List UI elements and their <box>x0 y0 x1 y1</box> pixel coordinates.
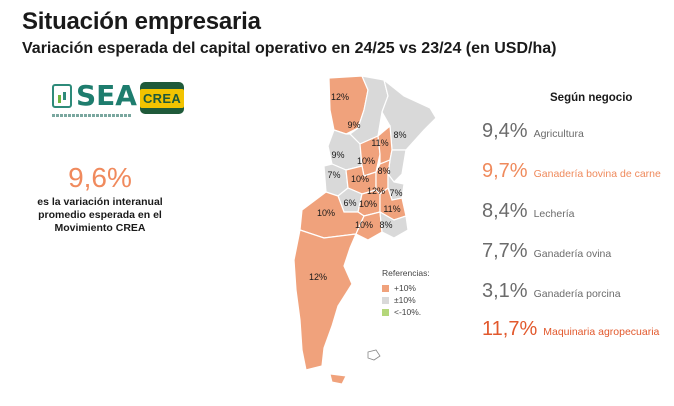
map-legend-item: ±10% <box>382 294 430 306</box>
sea-logo: SEA <box>52 80 137 124</box>
map-region-label: 9% <box>331 150 344 160</box>
region-patagonia <box>293 229 357 371</box>
segment-value: 8,4% <box>482 200 528 222</box>
map-region-label: 7% <box>327 170 340 180</box>
argentina-map-svg: 12%9%8%9%10%11%8%7% 10%12% 7%6% 10% 11%10%10… <box>293 75 437 385</box>
map-region-label: 10% <box>317 208 335 218</box>
map-region-label: 11% <box>371 138 388 148</box>
segment-row: 9,7% Ganadería bovina de carne <box>482 160 661 183</box>
segment-value: 3,1% <box>482 280 528 302</box>
segment-label: Agricultura <box>533 128 584 140</box>
segment-row: 7,7% Ganadería ovina <box>482 240 611 263</box>
sea-logo-tagline <box>52 114 132 117</box>
map-labels: 12%9%8%9%10%11%8%7% 10%12% 7%6% 10% 11%10%10… <box>309 92 407 282</box>
map-region-label: 6% <box>343 198 356 208</box>
map-region-label: 8% <box>393 130 406 140</box>
map-region-label: 10% <box>357 156 375 166</box>
segment-row: 9,4% Agricultura <box>482 120 584 143</box>
region-sudoeste-bsas <box>355 211 383 241</box>
segment-label: Maquinaria agropecuaria <box>543 326 660 338</box>
map-region-label: 11% <box>383 204 400 214</box>
segments-heading: Según negocio <box>550 92 633 104</box>
headline-description: es la variación interanual promedio espe… <box>37 196 163 234</box>
map-region-label: 12% <box>331 92 349 102</box>
map-region-label: 8% <box>379 220 392 230</box>
legend-label: +10% <box>394 283 416 293</box>
map-region-label: 10% <box>359 199 377 209</box>
argentina-map: 12% 9% 8% 9% 10% 11% 8% 7% 10% 12% 7% 6% 10% 11% 10% 10… <box>284 70 444 400</box>
segment-value: 11,7% <box>482 318 538 340</box>
segment-row: 3,1% Ganadería porcina <box>482 280 621 303</box>
map-region-label: 10% <box>355 220 373 230</box>
malvinas-islands <box>367 349 381 361</box>
headline-value: 9,6% <box>68 162 132 193</box>
legend-label: ±10% <box>394 295 416 305</box>
page-subtitle: Variación esperada del capital operativo… <box>22 40 557 57</box>
region-sudeste-bsas <box>379 210 409 239</box>
map-region-label: 9% <box>347 120 360 130</box>
segment-label: Ganadería porcina <box>533 288 621 300</box>
map-region-label: 7% <box>389 188 402 198</box>
crea-logo: CREA <box>139 82 185 114</box>
map-legend-item: <-10%. <box>382 306 430 318</box>
map-region-label: 12% <box>367 186 385 196</box>
segment-row: 11,7% Maquinaria agropecuaria <box>482 318 659 341</box>
segment-value: 7,7% <box>482 240 528 262</box>
legend-swatch-below <box>382 308 389 316</box>
map-legend: Referencias: +10% ±10% <-10%. <box>382 268 430 318</box>
legend-swatch-above <box>382 284 389 292</box>
sea-logo-icon <box>52 84 72 108</box>
segment-label: Ganadería ovina <box>533 248 612 260</box>
map-legend-title: Referencias: <box>382 268 430 278</box>
legend-swatch-band <box>382 296 389 304</box>
segment-label: Lechería <box>533 208 575 220</box>
segment-label: Ganadería bovina de carne <box>533 168 661 180</box>
legend-label: <-10%. <box>394 307 422 317</box>
segment-value: 9,7% <box>482 160 528 182</box>
segment-row: 8,4% Lechería <box>482 200 574 223</box>
crea-logo-text: CREA <box>139 88 185 108</box>
map-region-label: 12% <box>309 272 327 282</box>
map-legend-item: +10% <box>382 282 430 294</box>
sea-logo-text: SEA <box>76 79 137 112</box>
map-region-label: 8% <box>377 166 390 176</box>
page-title: Situación empresaria <box>22 8 261 35</box>
tierra-del-fuego <box>329 373 347 385</box>
map-region-label: 10% <box>351 174 369 184</box>
segment-value: 9,4% <box>482 120 528 142</box>
